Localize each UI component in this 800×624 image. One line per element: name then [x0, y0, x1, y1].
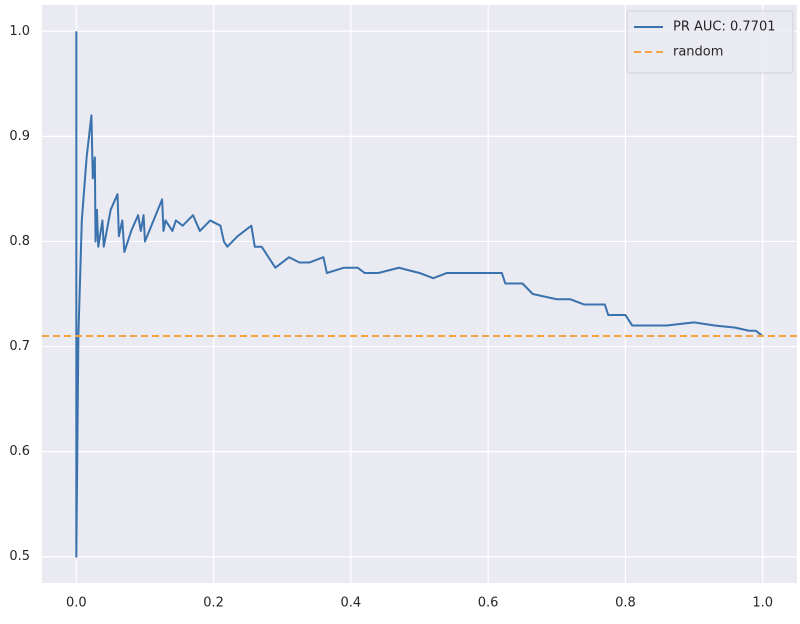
- x-tick-label: 1.0: [752, 596, 773, 611]
- legend: PR AUC: 0.7701 random: [626, 10, 794, 74]
- x-tick-label: 0.8: [615, 596, 636, 611]
- x-tick-label: 0.6: [478, 596, 499, 611]
- y-tick-label: 0.5: [9, 549, 30, 564]
- x-tick-label: 0.0: [66, 596, 87, 611]
- y-tick-label: 0.9: [9, 129, 30, 144]
- y-tick-label: 0.7: [9, 339, 30, 354]
- pr-curve: [75, 31, 764, 558]
- plot-area: [42, 5, 797, 583]
- legend-label: random: [673, 45, 723, 60]
- y-tick-label: 1.0: [9, 24, 30, 39]
- y-tick-label: 0.6: [9, 444, 30, 459]
- x-tick-label: 0.4: [341, 596, 362, 611]
- y-tick-label: 0.8: [9, 234, 30, 249]
- legend-box: [626, 10, 794, 74]
- x-tick-label: 0.2: [203, 596, 224, 611]
- legend-label: PR AUC: 0.7701: [673, 20, 776, 35]
